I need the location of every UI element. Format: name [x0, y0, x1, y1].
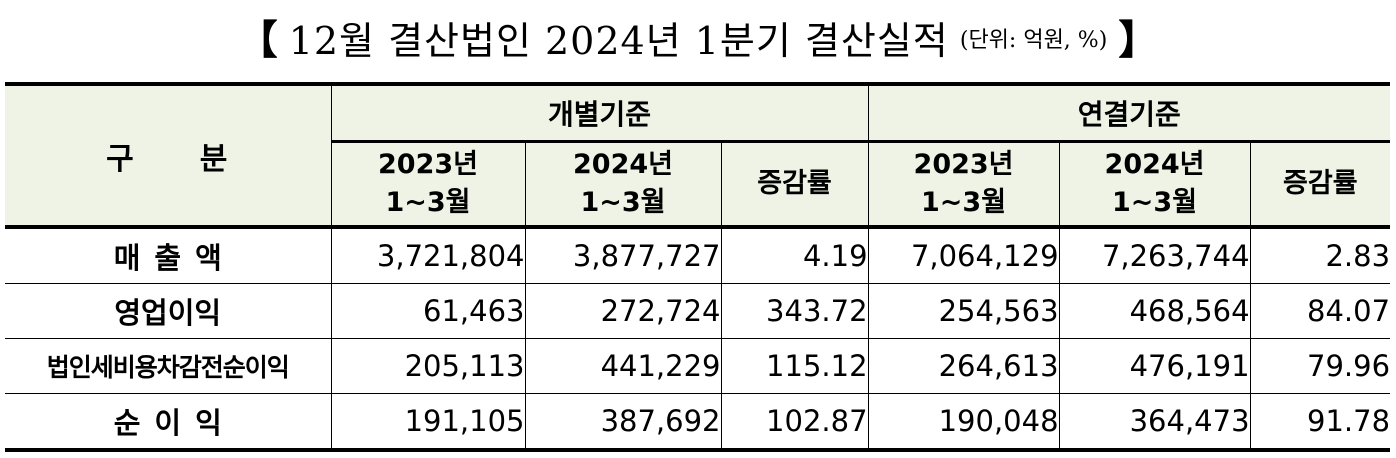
cell-consolidated-2023: 190,048: [867, 393, 1060, 452]
cell-consolidated-2024: 468,564: [1058, 283, 1251, 339]
cell-separate-2023: 205,113: [330, 338, 526, 394]
column-header-consolidated-2023: 2023년 1~3월: [867, 141, 1060, 229]
category-header-part1: 구: [106, 141, 136, 177]
group-header-consolidated: 연결기준: [867, 82, 1391, 143]
cell-separate-change-rate: 115.12: [720, 338, 869, 394]
title-close-bracket: 】: [1118, 16, 1159, 64]
cell-consolidated-2023: 264,613: [867, 338, 1060, 394]
column-header-consolidated-2024: 2024년 1~3월: [1058, 141, 1251, 229]
row-label: 순이익: [5, 393, 332, 452]
table-row-net-income: 순이익 191,105 387,692 102.87 190,048 364,4…: [5, 393, 1391, 452]
cell-separate-2024: 441,229: [524, 338, 722, 394]
row-label: 매출액: [5, 226, 332, 284]
cell-consolidated-2024: 476,191: [1058, 338, 1251, 394]
column-header-separate-2024: 2024년 1~3월: [524, 141, 722, 229]
cell-consolidated-2024: 364,473: [1058, 393, 1251, 452]
row-label: 영업이익: [5, 283, 332, 339]
table-row-pretax-income: 법인세비용차감전순이익 205,113 441,229 115.12 264,6…: [5, 338, 1391, 394]
cell-consolidated-change-rate: 79.96: [1249, 338, 1391, 394]
column-header-separate-2023: 2023년 1~3월: [331, 141, 526, 229]
cell-separate-2023: 3,721,804: [330, 226, 526, 284]
cell-consolidated-2024: 7,263,744: [1058, 226, 1251, 284]
cell-separate-change-rate: 343.72: [720, 283, 869, 339]
cell-separate-2024: 272,724: [524, 283, 722, 339]
cell-separate-2024: 387,692: [524, 393, 722, 452]
cell-consolidated-2023: 7,064,129: [867, 226, 1060, 284]
cell-separate-change-rate: 102.87: [720, 393, 869, 452]
category-header-part2: 분: [199, 141, 230, 177]
cell-consolidated-change-rate: 84.07: [1249, 283, 1391, 339]
column-header-separate-change-rate: 증감률: [720, 141, 869, 229]
column-header-consolidated-change-rate: 증감률: [1249, 141, 1391, 229]
title-main-text: 12월 결산법인 2024년 1분기 결산실적: [288, 18, 949, 63]
table-row-revenue: 매출액 3,721,804 3,877,727 4.19 7,064,129 7…: [5, 226, 1391, 284]
cell-separate-2024: 3,877,727: [524, 226, 722, 284]
cell-separate-2023: 61,463: [330, 283, 526, 339]
cell-consolidated-change-rate: 2.83: [1249, 226, 1391, 284]
title-open-bracket: 【: [237, 16, 278, 64]
page-title: 【 12월 결산법인 2024년 1분기 결산실적 (단위: 억원, %) 】: [0, 12, 1396, 68]
group-header-separate: 개별기준: [330, 82, 869, 143]
cell-separate-2023: 191,105: [330, 393, 526, 452]
header-row-periods: 2023년 1~3월 2024년 1~3월 증감률 2023년 1~3월 202…: [5, 141, 1391, 229]
row-label: 법인세비용차감전순이익: [5, 338, 332, 394]
title-unit-note: (단위: 억원, %): [959, 27, 1108, 53]
cell-separate-change-rate: 4.19: [720, 226, 869, 284]
cell-consolidated-change-rate: 91.78: [1249, 393, 1391, 452]
table-row-operating-profit: 영업이익 61,463 272,724 343.72 254,563 468,5…: [5, 283, 1391, 339]
cell-consolidated-2023: 254,563: [867, 283, 1060, 339]
